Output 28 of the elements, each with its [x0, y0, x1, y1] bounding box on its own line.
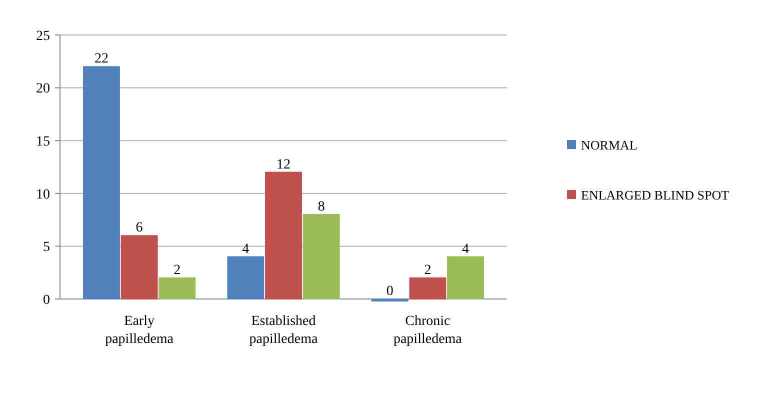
bar — [120, 235, 158, 300]
data-label: 8 — [318, 200, 325, 215]
y-tick-label: 20 — [36, 82, 50, 97]
y-tick-label: 25 — [36, 28, 50, 44]
x-tick-label: Early papilledema — [105, 314, 174, 347]
data-label: 4 — [462, 242, 470, 257]
bar — [302, 214, 340, 300]
data-label: 4 — [242, 242, 250, 257]
x-tick-label: Chronic papilledema — [393, 314, 463, 347]
y-tick-label: 5 — [43, 240, 50, 256]
y-tick-label: 15 — [36, 134, 50, 150]
bar — [158, 277, 196, 300]
y-tick-label: 0 — [43, 292, 50, 308]
legend-label: ENLARGED BLIND SPOT — [581, 188, 730, 203]
data-label: 12 — [276, 157, 290, 172]
bar — [447, 256, 484, 300]
legend-label: NORMAL — [581, 138, 638, 153]
bar — [83, 66, 120, 300]
data-label: 6 — [136, 220, 143, 236]
data-label: 2 — [424, 262, 432, 278]
bar — [265, 172, 302, 300]
data-label: 2 — [174, 262, 181, 278]
x-tick-label: Established papilledema — [249, 314, 318, 347]
data-label: 22 — [94, 52, 108, 67]
data-label: 0 — [386, 284, 394, 299]
bar — [227, 256, 264, 300]
bar — [409, 277, 446, 300]
y-tick-label: 10 — [36, 187, 50, 202]
